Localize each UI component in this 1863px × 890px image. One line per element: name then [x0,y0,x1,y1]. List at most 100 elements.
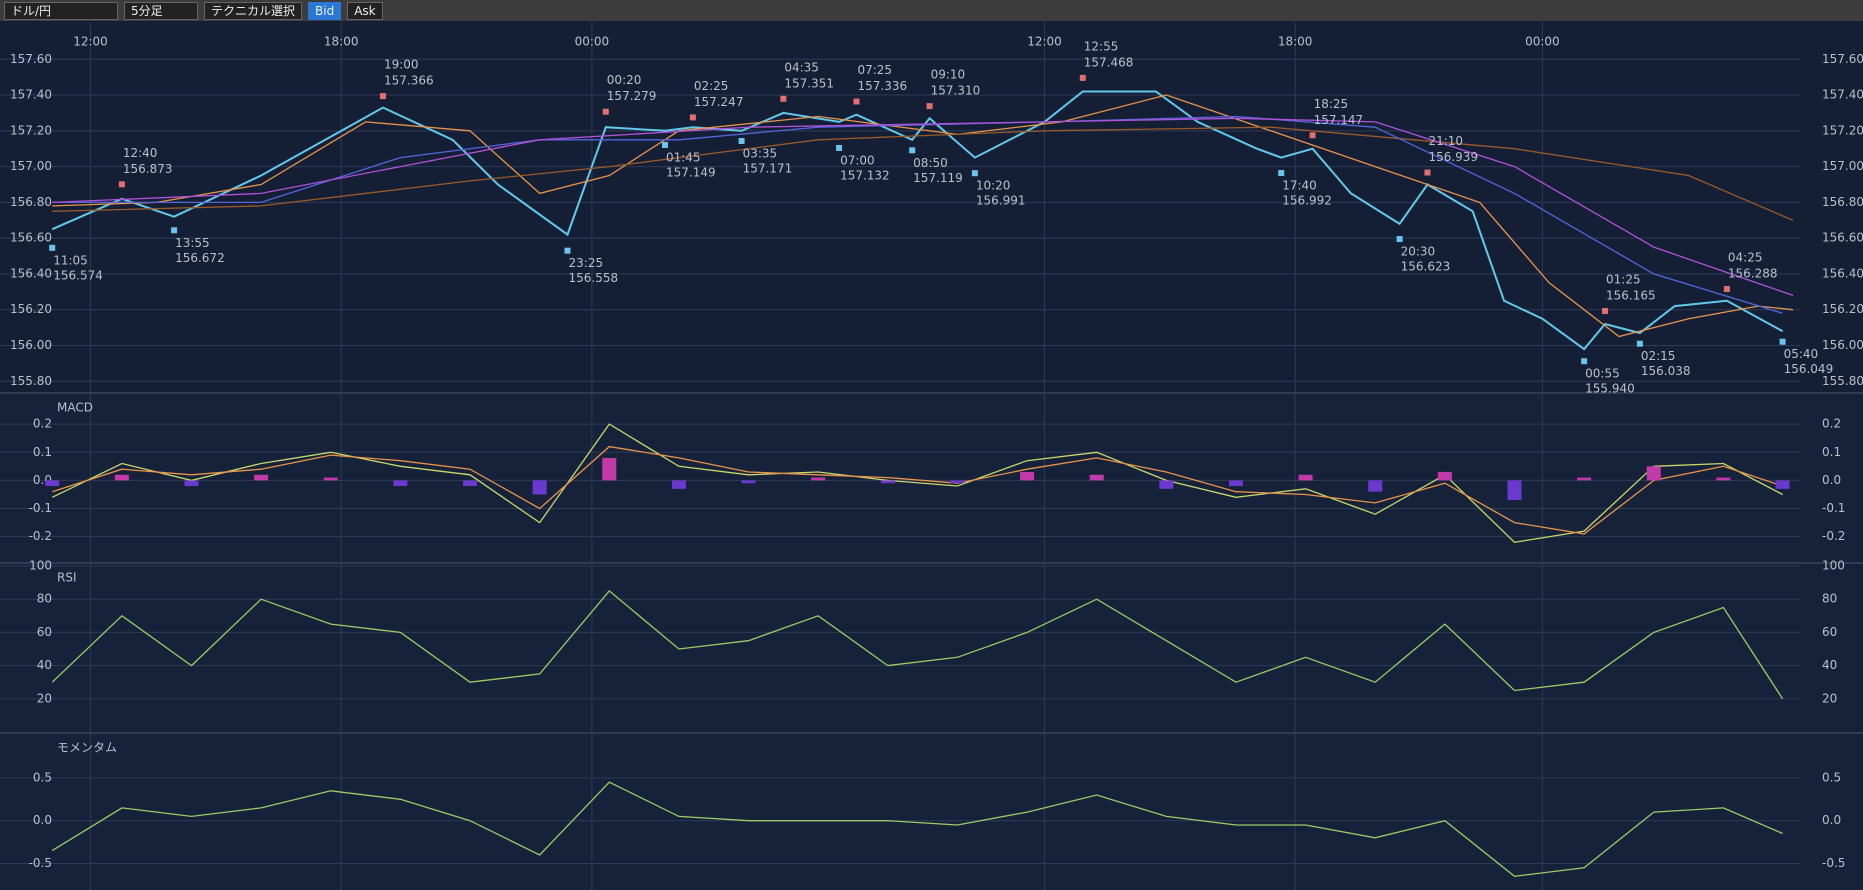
extreme-time: 20:30 [1401,245,1436,259]
extreme-time: 04:35 [784,60,819,74]
extreme-price: 156.992 [1282,194,1332,208]
extreme-marker [379,93,386,100]
y-tick-label-left: 20 [37,691,52,705]
y-tick-label-left: -0.1 [29,501,52,515]
histogram-bar [393,480,408,487]
y-tick-label-right: 0.0 [1822,473,1841,487]
extreme-marker [853,98,860,105]
y-tick-label-left: -0.5 [29,856,52,870]
technical-select[interactable]: テクニカル選択 [204,1,303,20]
extreme-price: 157.310 [931,84,981,98]
y-tick-label-left: 40 [37,658,52,672]
extreme-time: 01:25 [1606,272,1641,286]
histogram-bar [741,480,756,484]
extreme-marker [689,114,696,121]
y-tick-label-left: 155.80 [10,374,52,388]
y-tick-label-left: 0.1 [33,445,52,459]
extreme-marker [1636,340,1643,347]
y-tick-label-right: 156.80 [1822,195,1863,209]
panel-bg [0,734,1863,890]
histogram-bar [1159,480,1174,489]
extreme-marker [564,247,571,254]
x-tick-label: 12:00 [73,35,108,49]
extreme-price: 157.366 [384,74,434,88]
extreme-time: 00:55 [1585,367,1620,381]
extreme-marker [661,141,668,148]
extreme-marker [926,103,933,110]
ask-button[interactable]: Ask [347,1,383,20]
extreme-price: 156.672 [175,251,225,265]
extreme-marker [602,108,609,115]
y-tick-label-left: -0.2 [29,529,52,543]
histogram-bar [602,457,617,481]
extreme-price: 157.171 [743,162,793,176]
extreme-time: 07:00 [840,153,875,167]
extreme-price: 156.049 [1784,362,1834,376]
extreme-time: 18:25 [1314,97,1349,111]
extreme-price: 157.468 [1084,55,1134,69]
series-line [52,126,1794,221]
y-tick-label-right: -0.5 [1822,856,1845,870]
extreme-marker [1396,236,1403,243]
extreme-marker [49,244,56,251]
y-tick-label-left: 80 [37,592,52,606]
histogram-bar [1577,477,1592,481]
histogram-bar [532,480,547,495]
series-line [51,781,1783,877]
y-tick-label-right: 156.20 [1822,302,1863,316]
y-tick-label-left: 157.40 [10,88,52,102]
y-tick-label-right: -0.2 [1822,529,1845,543]
histogram-bar [880,480,895,484]
y-tick-label-right: 80 [1822,592,1837,606]
y-tick-label-right: -0.1 [1822,501,1845,515]
y-tick-label-left: 100 [29,559,52,573]
series-line [51,589,1784,700]
y-tick-label-right: 156.00 [1822,338,1863,352]
histogram-bar [184,480,199,487]
y-tick-label-left: 0.0 [33,813,52,827]
x-tick-label: 18:00 [1278,35,1313,49]
series-line [51,423,1783,543]
extreme-time: 17:40 [1282,179,1317,193]
histogram-bar [1775,480,1790,489]
extreme-marker [780,95,787,102]
histogram-bar [323,477,338,481]
extreme-time: 19:00 [384,58,419,72]
extreme-price: 157.351 [784,76,834,90]
timeframe-select[interactable]: 5分足 [124,1,198,20]
y-tick-label-left: 0.5 [33,770,52,784]
y-tick-label-left: 156.40 [10,266,52,280]
histogram-bar [1228,480,1243,487]
extreme-price: 157.279 [607,89,657,103]
extreme-time: 23:25 [569,256,604,270]
y-tick-label-right: 60 [1822,625,1837,639]
extreme-price: 155.940 [1585,382,1635,396]
histogram-bar [1716,477,1731,481]
extreme-price: 157.119 [913,171,963,185]
toolbar: ドル/円 5分足 テクニカル選択 Bid Ask [0,0,1863,21]
y-tick-label-left: 156.20 [10,302,52,316]
extreme-price: 157.247 [694,95,744,109]
extreme-time: 08:50 [913,156,948,170]
extreme-time: 00:20 [607,73,642,87]
series-line [52,117,1794,297]
panel-title: モメンタム [57,741,117,755]
y-tick-label-right: 100 [1822,559,1845,573]
x-tick-label: 18:00 [324,35,359,49]
extreme-time: 12:40 [123,146,158,160]
histogram-bar [1089,474,1104,481]
histogram-bar [45,480,60,487]
histogram-bar [114,474,129,481]
histogram-bar [950,480,965,484]
x-tick-label: 00:00 [1525,35,1560,49]
extreme-time: 05:40 [1784,347,1819,361]
extreme-price: 157.336 [857,79,907,93]
extreme-time: 03:35 [743,147,778,161]
histogram-bar [254,474,269,481]
extreme-price: 156.623 [1401,260,1451,274]
bid-button[interactable]: Bid [308,1,342,20]
pair-select[interactable]: ドル/円 [4,1,118,20]
histogram-bar [1298,474,1313,481]
histogram-bar [811,477,826,481]
extreme-marker [1079,74,1086,81]
